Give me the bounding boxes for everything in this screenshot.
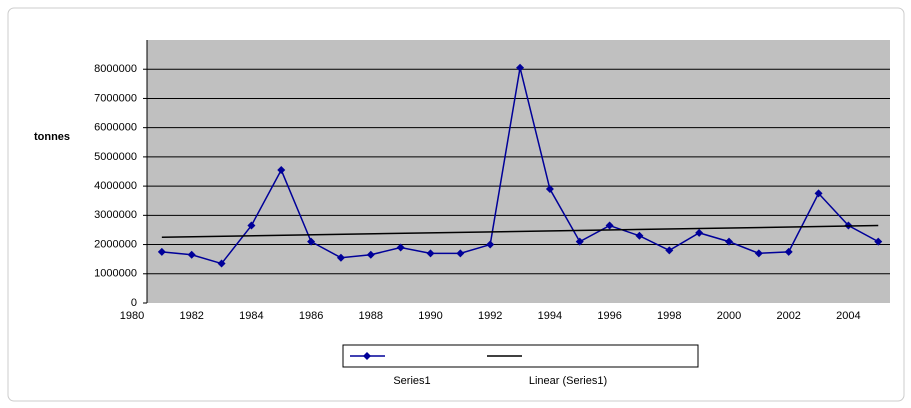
point [874,237,883,246]
y-tick-label: 5000000 [94,151,137,163]
y-tick-label: 1000000 [94,268,137,280]
point [695,228,704,237]
x-tick-label: 1982 [179,310,203,322]
plot-area [147,40,890,303]
x-tick-label: 1986 [299,310,323,322]
x-tick-label: 1994 [538,310,562,322]
series-line [161,224,879,238]
y-tick-label: 3000000 [94,209,137,221]
x-tick-label: 2002 [776,310,800,322]
point [277,166,286,175]
x-tick-label: 1998 [657,310,681,322]
legend-marker [363,352,371,360]
y-tick-label: 7000000 [94,92,137,104]
point [426,249,435,258]
point [665,246,674,255]
point [605,221,614,230]
point [187,250,196,259]
legend-label: Series1 [393,375,430,387]
point [456,249,465,258]
point [516,63,525,72]
y-axis-label: tonnes [34,131,70,143]
x-tick-label: 1988 [359,310,383,322]
x-tick-label: 1984 [239,310,263,322]
point [336,253,345,262]
point [784,247,793,256]
x-tick-label: 1990 [418,310,442,322]
y-tick-label: 8000000 [94,63,137,75]
point [307,237,316,246]
point [486,240,495,249]
y-tick-label: 4000000 [94,180,137,192]
point [247,221,256,230]
x-tick-label: 1980 [120,310,144,322]
x-tick-label: 2004 [836,310,860,322]
point [754,249,763,258]
point [725,237,733,246]
point [575,237,584,246]
y-tick-label: 0 [131,297,137,309]
point [545,185,554,194]
x-tick-label: 1992 [478,310,502,322]
point [366,250,375,259]
point [157,247,166,256]
point [217,259,226,268]
y-tick-label: 2000000 [94,238,137,250]
y-tick-label: 6000000 [94,122,137,134]
point [396,243,405,252]
legend-label: Linear (Series1) [529,375,607,387]
point [635,231,644,240]
point [814,189,823,198]
x-tick-label: 1996 [597,310,621,322]
x-tick-label: 2000 [717,310,741,322]
